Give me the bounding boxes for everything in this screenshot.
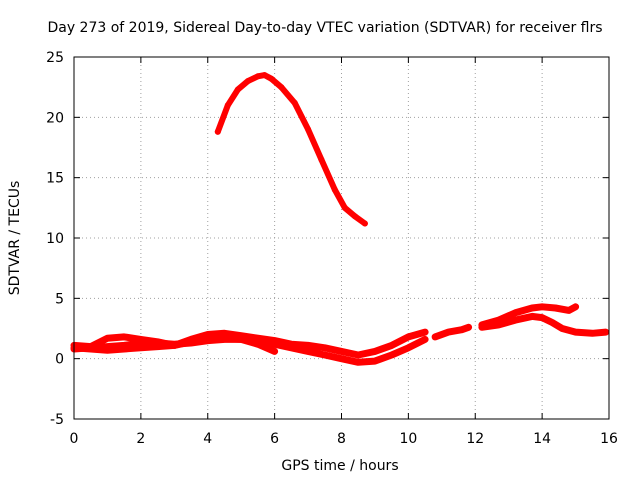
y-axis-label: SDTVAR / TECUs: [7, 181, 23, 296]
data-point: [254, 73, 261, 80]
x-tick-label: 0: [70, 431, 79, 447]
data-point: [405, 344, 412, 351]
data-point: [338, 355, 345, 362]
data-point: [305, 342, 312, 349]
grid: [74, 57, 609, 419]
data-point: [361, 220, 368, 227]
data-point: [539, 314, 546, 321]
data-point: [305, 126, 312, 133]
x-tick-label: 16: [600, 431, 618, 447]
data-point: [495, 321, 502, 328]
data-point: [234, 86, 241, 93]
data-point: [458, 326, 465, 333]
x-tick-label: 8: [337, 431, 346, 447]
x-tick-label: 6: [270, 431, 279, 447]
data-point: [549, 319, 556, 326]
data-point: [321, 344, 328, 351]
x-tick-label: 10: [399, 431, 417, 447]
series-line-1: [214, 72, 368, 227]
data-point: [422, 329, 429, 336]
data-point: [355, 352, 362, 358]
data-point: [268, 75, 275, 82]
data-point: [121, 333, 128, 340]
data-point: [154, 343, 161, 350]
data-point: [512, 317, 519, 324]
y-tick-label: 5: [55, 291, 64, 307]
data-point: [321, 352, 328, 358]
x-tick-label: 12: [466, 431, 484, 447]
y-tick-label: 0: [55, 352, 64, 368]
data-point: [572, 303, 579, 310]
data-point: [104, 347, 111, 354]
axis-ticks: 0 2 4 6 8 10 12 14 16 -5 0 5 10 15 20 25: [46, 50, 618, 447]
data-point: [355, 359, 362, 366]
data-point: [341, 204, 348, 211]
data-point: [121, 346, 128, 352]
data-point: [602, 329, 609, 336]
data-point: [478, 324, 485, 331]
data-point: [188, 338, 194, 345]
data-point: [244, 78, 251, 85]
data-point: [288, 344, 295, 351]
data-point: [87, 346, 94, 352]
data-point: [271, 348, 278, 355]
y-tick-label: 15: [46, 171, 64, 187]
data-point: [371, 348, 378, 355]
series-line-7: [478, 312, 610, 337]
x-tick-label: 2: [136, 431, 145, 447]
data-point: [552, 305, 559, 311]
data-point: [589, 330, 596, 337]
data-point: [261, 72, 268, 79]
data-point: [512, 309, 519, 316]
data-point: [422, 336, 429, 343]
series-line-5: [431, 323, 473, 341]
data-point: [465, 324, 472, 331]
x-axis-label: GPS time / hours: [281, 458, 398, 474]
data-point: [291, 99, 298, 106]
data-series: [70, 72, 610, 366]
data-point: [318, 156, 325, 163]
data-point: [388, 342, 395, 349]
x-tick-label: 14: [533, 431, 551, 447]
data-point: [371, 358, 378, 365]
y-tick-label: 25: [46, 50, 64, 66]
data-point: [278, 84, 285, 91]
data-point: [559, 325, 566, 332]
data-point: [271, 341, 278, 348]
data-point: [221, 335, 228, 342]
data-point: [539, 303, 546, 310]
data-point: [432, 333, 439, 340]
data-point: [572, 329, 579, 336]
data-point: [338, 348, 345, 355]
data-point: [529, 313, 536, 320]
data-point: [529, 305, 536, 311]
y-tick-label: 20: [46, 110, 64, 126]
data-point: [445, 329, 452, 336]
data-point: [331, 186, 338, 193]
data-point: [204, 336, 211, 343]
data-point: [214, 128, 221, 135]
data-point: [305, 348, 312, 355]
y-tick-label: -5: [50, 412, 64, 428]
data-point: [224, 102, 231, 109]
data-point: [254, 341, 261, 348]
data-point: [405, 333, 412, 340]
data-point: [137, 344, 144, 351]
data-point: [351, 213, 358, 220]
x-tick-label: 4: [203, 431, 212, 447]
data-point: [171, 342, 178, 349]
data-point: [238, 336, 245, 343]
chart-title: Day 273 of 2019, Sidereal Day-to-day VTE…: [47, 20, 602, 36]
data-point: [565, 307, 572, 314]
data-point: [388, 352, 395, 358]
y-tick-label: 10: [46, 231, 64, 247]
data-point: [104, 335, 111, 342]
